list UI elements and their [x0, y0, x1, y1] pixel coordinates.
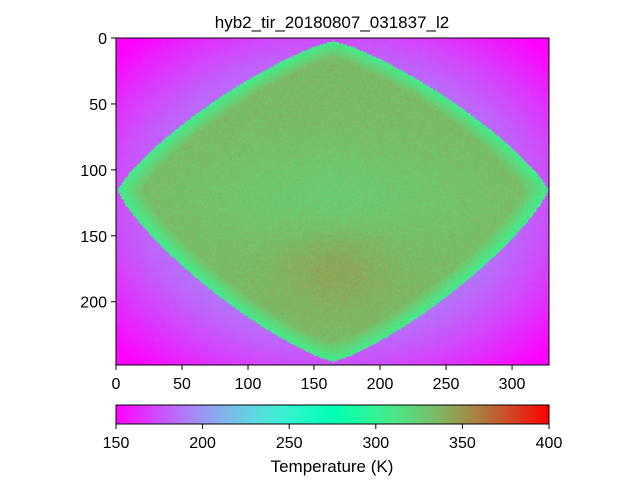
x-tick-label: 300	[499, 376, 526, 393]
colorbar-tick-label: 350	[449, 435, 476, 452]
y-tick-label: 50	[89, 97, 107, 114]
colorbar-ticks: 150 200 250 300 350 400	[103, 424, 563, 452]
chart-title: hyb2_tir_20180807_031837_l2	[215, 13, 449, 32]
y-tick-label: 200	[80, 295, 107, 312]
x-tick-label: 100	[235, 376, 262, 393]
y-tick-label: 150	[80, 229, 107, 246]
colorbar-tick-label: 200	[189, 435, 216, 452]
x-tick-label: 50	[173, 376, 191, 393]
plot-frame	[115, 37, 550, 366]
colorbar-tick-label: 400	[536, 435, 563, 452]
colorbar-tick-label: 150	[103, 435, 130, 452]
colorbar	[115, 404, 550, 425]
y-tick-label: 0	[98, 31, 107, 48]
y-tick-label: 100	[80, 163, 107, 180]
colorbar-tick-label: 250	[276, 435, 303, 452]
x-tick-label: 0	[112, 376, 121, 393]
x-tick-label: 250	[433, 376, 460, 393]
colorbar-label: Temperature (K)	[271, 457, 394, 476]
y-axis-ticks: 0 50 100 150 200	[80, 31, 116, 312]
x-axis-ticks: 0 50 100 150 200 250 300	[112, 365, 526, 393]
x-tick-label: 150	[301, 376, 328, 393]
heatmap-image	[116, 38, 549, 365]
colorbar-tick-label: 300	[362, 435, 389, 452]
x-tick-label: 200	[367, 376, 394, 393]
